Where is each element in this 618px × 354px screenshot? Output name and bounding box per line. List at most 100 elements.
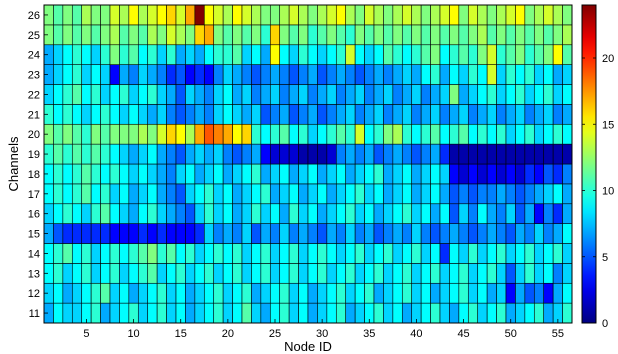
heatmap-cell [288, 302, 299, 324]
heatmap-cell [505, 203, 516, 224]
heatmap-cell [156, 183, 167, 205]
heatmap-cell [137, 203, 149, 224]
heatmap-cell [515, 4, 526, 26]
heatmap-cell [81, 163, 92, 185]
heatmap-cell [383, 223, 394, 244]
heatmap-cell [392, 223, 403, 244]
heatmap-cell [90, 203, 101, 224]
colorbar-tick-label: 20 [602, 53, 614, 65]
heatmap-cell [288, 163, 299, 185]
heatmap-cell [411, 263, 422, 284]
heatmap-cell [562, 243, 573, 264]
heatmap-cell [71, 282, 83, 304]
heatmap-cell [552, 143, 563, 165]
heatmap-cell [269, 143, 281, 165]
heatmap-cell [486, 203, 497, 224]
x-tick-label: 55 [552, 328, 564, 340]
heatmap-cell [185, 223, 196, 244]
heatmap-cell [81, 104, 92, 125]
heatmap-cell [232, 243, 243, 264]
heatmap-cell [449, 263, 460, 284]
heatmap-cell [53, 4, 64, 26]
heatmap-cell [505, 143, 516, 165]
y-tick-label: 20 [28, 129, 40, 141]
heatmap-cell [194, 163, 205, 185]
heatmap-cell [515, 282, 526, 304]
heatmap-cell [203, 4, 215, 26]
heatmap-cell [222, 143, 233, 165]
heatmap-cell [439, 104, 450, 125]
heatmap-cell [552, 282, 563, 304]
heatmap-cell [62, 24, 73, 46]
heatmap-cell [477, 104, 488, 125]
heatmap-cell [251, 263, 262, 284]
heatmap-cell [81, 263, 92, 284]
heatmap-cell [100, 123, 111, 145]
heatmap-cell [354, 243, 365, 264]
x-tick-label: 30 [316, 328, 328, 340]
heatmap-cell [411, 163, 422, 185]
heatmap-cell [279, 44, 290, 65]
heatmap-cell [449, 143, 460, 165]
heatmap-cell [411, 44, 422, 65]
heatmap-cell [326, 163, 337, 185]
heatmap-cell [232, 4, 243, 26]
heatmap-cell [100, 183, 111, 205]
heatmap-cell [222, 104, 233, 125]
colorbar-tick-label: 10 [602, 186, 614, 198]
heatmap-cell [515, 123, 526, 145]
y-axis-label: Channels [6, 136, 21, 191]
heatmap-cell [439, 4, 450, 26]
heatmap-cell [411, 64, 422, 85]
heatmap-cell [81, 282, 92, 304]
heatmap-cell [222, 243, 233, 264]
heatmap-cell [307, 203, 318, 224]
heatmap-cell [119, 104, 130, 125]
heatmap-cell [203, 263, 215, 284]
heatmap-cell [364, 263, 375, 284]
heatmap-cell [430, 84, 441, 105]
heatmap-cell [203, 203, 215, 224]
heatmap-cell [458, 223, 469, 244]
heatmap-cell [128, 223, 139, 244]
heatmap-cell [213, 104, 224, 125]
heatmap-cell [260, 104, 271, 125]
heatmap-cell [420, 223, 431, 244]
heatmap-cell [326, 123, 337, 145]
heatmap-cell [477, 143, 488, 165]
heatmap-cell [524, 302, 535, 324]
heatmap-cell [354, 143, 365, 165]
heatmap-cell [100, 24, 111, 46]
heatmap-cell [90, 263, 101, 284]
heatmap-cell [467, 223, 479, 244]
heatmap-cell [90, 64, 101, 85]
heatmap-cell [260, 84, 271, 105]
heatmap-cell [552, 223, 563, 244]
heatmap-cell [505, 163, 516, 185]
heatmap-cell [411, 282, 422, 304]
heatmap-cell [552, 24, 563, 46]
heatmap-cell [505, 104, 516, 125]
heatmap-cell [486, 223, 497, 244]
heatmap-cell [335, 84, 347, 105]
heatmap-cell [100, 44, 111, 65]
heatmap-cell [213, 282, 224, 304]
heatmap-cell [543, 84, 554, 105]
heatmap-cell [533, 4, 545, 26]
heatmap-cell [175, 163, 186, 185]
heatmap-cell [449, 282, 460, 304]
heatmap-cell [364, 243, 375, 264]
heatmap-cell [420, 104, 431, 125]
heatmap-cell [241, 243, 252, 264]
heatmap-cell [430, 302, 441, 324]
heatmap-cell [486, 44, 497, 65]
heatmap-cell [185, 243, 196, 264]
heatmap-cell [53, 203, 64, 224]
heatmap-cell [543, 203, 554, 224]
heatmap-cell [401, 143, 413, 165]
heatmap-cell [298, 203, 309, 224]
heatmap-cell [449, 223, 460, 244]
heatmap-cell [552, 243, 563, 264]
heatmap-cell [71, 24, 83, 46]
heatmap-cell [137, 104, 149, 125]
